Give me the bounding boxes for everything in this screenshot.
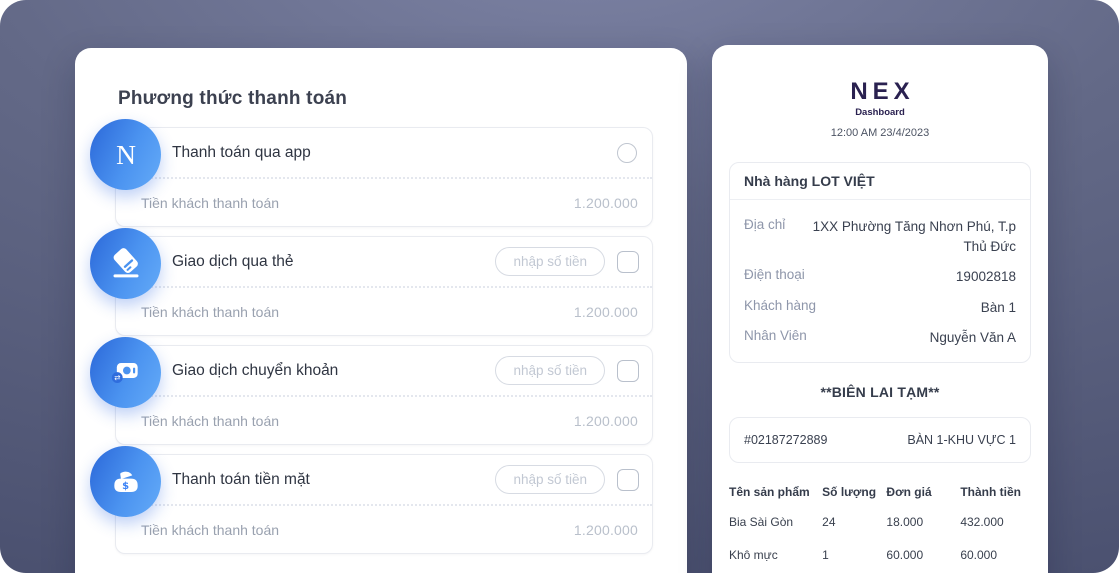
method-checkbox[interactable] [617,359,639,382]
customer-paid-label: Tiền khách thanh toán [141,303,280,320]
payment-method-row-cash[interactable]: $ Thanh toán tiền mặt nhập số tiền Tiền … [90,446,653,554]
method-checkbox[interactable] [617,468,639,491]
svg-text:N: N [116,139,136,170]
method-radio[interactable] [617,142,637,163]
payment-methods-panel: Phương thức thanh toán N Thanh toán qua … [75,48,687,573]
item-name: Khô mực [729,547,778,562]
customer-paid-label: Tiền khách thanh toán [141,521,280,538]
info-row-phone: Điện thoại 19002818 [744,267,1016,285]
col-header: Số lượng [822,484,877,499]
restaurant-info-box: Nhà hàng LOT VIỆT Địa chỉ 1XX Phường Tăn… [729,162,1031,363]
customer-paid-amount: 1.200.000 [573,303,638,320]
item-total: 60.000 [960,547,998,562]
payment-method-label: Giao dịch chuyển khoản [172,361,339,379]
payment-method-label: Giao dịch qua thẻ [172,252,294,270]
item-price: 18.000 [886,514,924,529]
payment-method-row-transfer[interactable]: ⇄ Giao dịch chuyển khoản nhập số tiền Ti… [90,337,653,445]
item-name: Bia Sài Gòn [729,514,794,529]
customer-paid-label: Tiền khách thanh toán [141,412,280,429]
bank-transfer-icon: ⇄ [90,337,161,408]
payment-method-row-card[interactable]: Giao dịch qua thẻ nhập số tiền Tiền khác… [90,228,653,336]
customer-paid-amount: 1.200.000 [573,521,638,538]
info-row-staff: Nhân Viên Nguyễn Văn A [744,328,1016,346]
receipt-title: **BIÊN LAI TẠM** [820,383,940,400]
payment-method-list: N Thanh toán qua app Tiền khách thanh to… [90,119,653,554]
amount-input[interactable]: nhập số tiền [495,465,605,494]
col-header: Đơn giá [886,484,932,499]
method-checkbox[interactable] [617,250,639,273]
receipt-panel: NEX Dashboard 12:00 AM 23/4/2023 Nhà hàn… [712,45,1048,573]
restaurant-name: Nhà hàng LOT VIỆT [730,163,1030,200]
receipt-number: #02187272889 [744,432,828,447]
brand-subtitle: Dashboard [855,107,905,118]
receipt-meta-box: #02187272889 BÀN 1-KHU VỰC 1 [729,416,1031,463]
customer-paid-amount: 1.200.000 [573,194,638,211]
customer-paid-label: Tiền khách thanh toán [141,194,280,211]
info-row-address: Địa chỉ 1XX Phường Tăng Nhơn Phú, T.p Th… [744,217,1016,254]
item-total: 432.000 [960,514,1004,529]
receipt-timestamp: 12:00 AM 23/4/2023 [830,127,930,139]
table-zone: BÀN 1-KHU VỰC 1 [907,432,1016,447]
svg-text:$: $ [122,481,129,492]
payment-method-label: Thanh toán tiền mặt [172,470,310,488]
item-qty: 24 [822,514,836,529]
amount-input[interactable]: nhập số tiền [495,247,605,276]
item-qty: 1 [822,547,829,562]
amount-input[interactable]: nhập số tiền [495,356,605,385]
col-header: Tên sản phẩm [729,484,810,499]
info-row-customer: Khách hàng Bàn 1 [744,297,1016,315]
cash-bag-icon: $ [90,446,161,517]
svg-text:⇄: ⇄ [114,373,120,382]
items-table: Tên sản phẩm Số lượng Đơn giá Thành tiền… [729,471,1031,573]
customer-paid-amount: 1.200.000 [573,412,638,429]
payment-method-row-app[interactable]: N Thanh toán qua app Tiền khách thanh to… [90,119,653,227]
nex-logo-icon: N [90,119,161,190]
item-price: 60.000 [886,547,924,562]
brand-logo: NEX [850,78,915,105]
panel-title: Phương thức thanh toán [118,88,348,109]
col-header: Thành tiền [960,484,1021,499]
card-swipe-icon [90,228,161,299]
payment-method-label: Thanh toán qua app [172,143,311,161]
